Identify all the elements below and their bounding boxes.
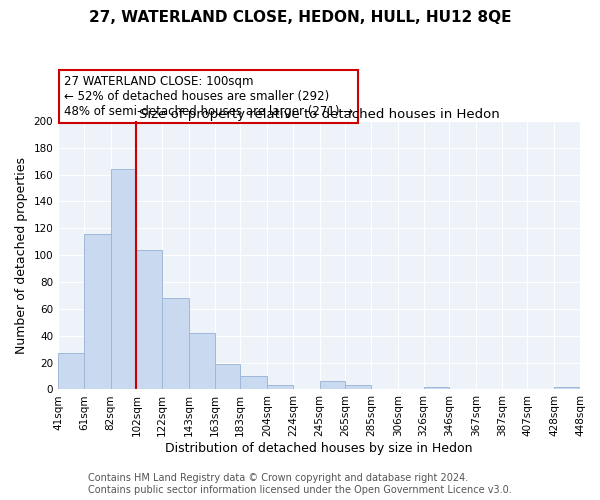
Text: 27, WATERLAND CLOSE, HEDON, HULL, HU12 8QE: 27, WATERLAND CLOSE, HEDON, HULL, HU12 8… xyxy=(89,10,511,25)
Bar xyxy=(346,386,371,390)
Bar xyxy=(162,298,189,390)
Bar xyxy=(215,364,240,390)
Bar xyxy=(84,234,111,390)
X-axis label: Distribution of detached houses by size in Hedon: Distribution of detached houses by size … xyxy=(166,442,473,455)
Bar xyxy=(189,333,215,390)
Bar xyxy=(58,353,84,390)
Bar xyxy=(111,169,136,390)
Bar xyxy=(320,382,346,390)
Bar xyxy=(240,376,267,390)
Title: Size of property relative to detached houses in Hedon: Size of property relative to detached ho… xyxy=(139,108,499,121)
Bar xyxy=(424,387,449,390)
Text: 27 WATERLAND CLOSE: 100sqm
← 52% of detached houses are smaller (292)
48% of sem: 27 WATERLAND CLOSE: 100sqm ← 52% of deta… xyxy=(64,75,353,118)
Bar xyxy=(136,250,162,390)
Y-axis label: Number of detached properties: Number of detached properties xyxy=(15,156,28,354)
Bar xyxy=(554,387,580,390)
Text: Contains HM Land Registry data © Crown copyright and database right 2024.
Contai: Contains HM Land Registry data © Crown c… xyxy=(88,474,512,495)
Bar xyxy=(267,386,293,390)
